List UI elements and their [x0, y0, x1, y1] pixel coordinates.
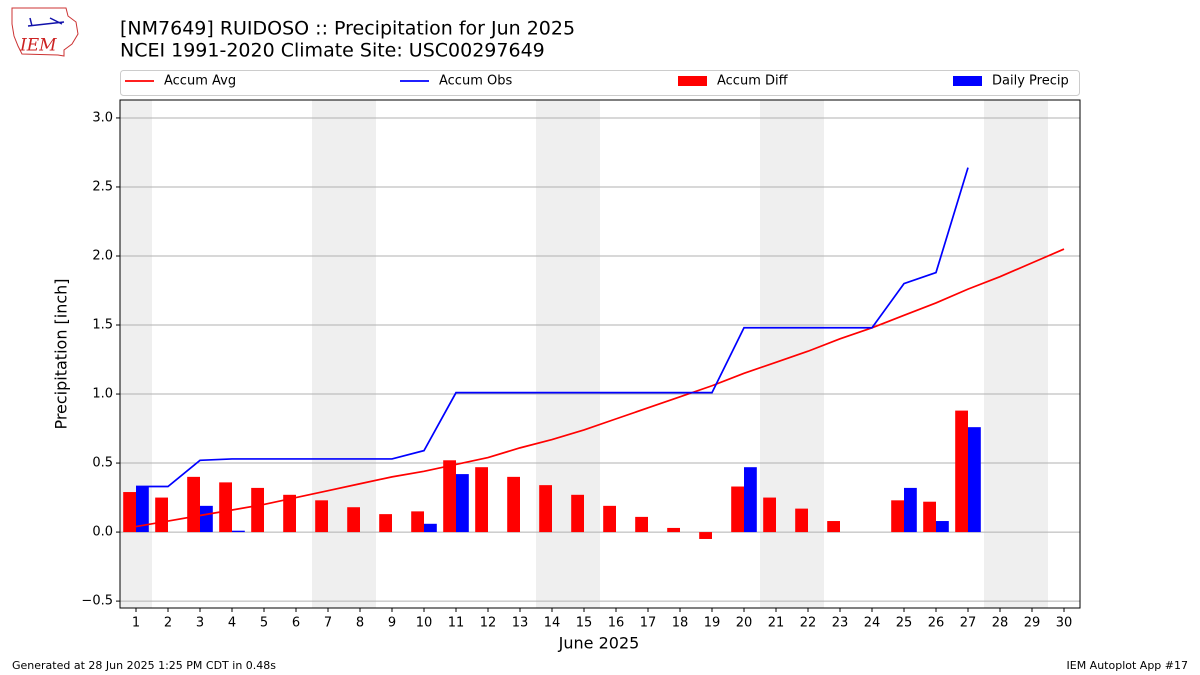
x-tick-label: 27: [960, 616, 977, 631]
y-tick-label: 0.5: [92, 456, 113, 471]
x-tick-label: 30: [1056, 616, 1073, 631]
bar: [424, 523, 437, 533]
x-tick-label: 12: [480, 616, 497, 631]
x-tick-label: 29: [1024, 616, 1041, 631]
x-tick-label: 6: [292, 616, 300, 631]
y-tick-label: 0.0: [92, 525, 113, 540]
bar: [315, 500, 328, 533]
bar: [731, 486, 744, 533]
x-tick-label: 23: [832, 616, 849, 631]
legend-label: Accum Diff: [717, 74, 789, 89]
bar: [699, 532, 712, 539]
x-tick-label: 16: [608, 616, 625, 631]
bar: [123, 492, 136, 533]
bar: [955, 410, 968, 533]
x-tick-label: 15: [576, 616, 593, 631]
x-tick-label: 26: [928, 616, 945, 631]
x-tick-label: 24: [864, 616, 881, 631]
y-tick-label: −0.5: [81, 594, 113, 609]
bar: [251, 487, 264, 533]
bar: [744, 467, 757, 533]
bar: [571, 494, 584, 533]
x-tick-label: 17: [640, 616, 657, 631]
bar: [136, 486, 149, 533]
bar: [379, 514, 392, 533]
x-tick-label: 1: [132, 616, 140, 631]
x-tick-label: 18: [672, 616, 689, 631]
line: [136, 167, 969, 488]
logo-text: IEM: [19, 36, 57, 56]
legend-label: Accum Obs: [439, 74, 512, 89]
bar: [936, 521, 949, 533]
bar: [456, 474, 469, 533]
x-tick-label: 8: [356, 616, 364, 631]
bar: [200, 505, 213, 533]
bar: [539, 485, 552, 533]
y-tick-label: 2.5: [92, 179, 113, 194]
x-tick-label: 25: [896, 616, 913, 631]
y-tick-label: 1.0: [92, 387, 113, 402]
y-axis-label: Precipitation [inch]: [52, 278, 71, 429]
y-tick-label: 1.5: [92, 318, 113, 333]
bar: [443, 460, 456, 533]
chart-subtitle: NCEI 1991-2020 Climate Site: USC00297649: [120, 40, 545, 62]
plot-frame: [119, 99, 1081, 609]
x-tick-label: 11: [448, 616, 465, 631]
bar: [827, 521, 840, 533]
y-tick-label: 2.0: [92, 248, 113, 263]
x-tick-label: 14: [544, 616, 561, 631]
bar: [187, 476, 200, 533]
x-tick-label: 20: [736, 616, 753, 631]
legend-swatch: [678, 76, 707, 86]
x-tick-label: 21: [768, 616, 785, 631]
x-tick-label: 3: [196, 616, 204, 631]
legend: [120, 70, 1080, 96]
bar: [219, 482, 232, 533]
logo: IEM: [11, 7, 79, 57]
bar: [923, 501, 936, 533]
bar: [603, 505, 616, 533]
bar: [232, 530, 245, 533]
x-tick-label: 7: [324, 616, 332, 631]
footer-left: Generated at 28 Jun 2025 1:25 PM CDT in …: [12, 659, 276, 672]
footer-right: IEM Autoplot App #17: [1067, 659, 1189, 672]
bar: [795, 508, 808, 533]
bar: [283, 494, 296, 533]
x-tick-label: 28: [992, 616, 1009, 631]
bar: [347, 507, 360, 533]
x-tick-label: 19: [704, 616, 721, 631]
logo-outline: [11, 7, 79, 57]
shaded-band: [984, 100, 1048, 608]
legend-label: Daily Precip: [992, 74, 1069, 89]
x-tick-label: 13: [512, 616, 529, 631]
bar: [763, 497, 776, 533]
bar: [475, 467, 488, 533]
x-tick-label: 9: [388, 616, 396, 631]
bar: [667, 527, 680, 533]
bar: [904, 487, 917, 533]
x-axis-label: June 2025: [558, 634, 640, 653]
bar: [507, 476, 520, 533]
y-tick-label: 3.0: [92, 110, 113, 125]
bar: [635, 516, 648, 533]
x-tick-label: 5: [260, 616, 268, 631]
x-tick-label: 10: [416, 616, 433, 631]
bar: [155, 497, 168, 533]
bar: [891, 500, 904, 533]
x-tick-label: 2: [164, 616, 172, 631]
logo-icon: [27, 17, 65, 27]
chart-title: [NM7649] RUIDOSO :: Precipitation for Ju…: [120, 18, 575, 40]
bar: [411, 511, 424, 533]
x-tick-label: 4: [228, 616, 236, 631]
line: [135, 248, 1065, 528]
bar: [968, 427, 981, 533]
legend-swatch: [953, 76, 982, 86]
x-tick-label: 22: [800, 616, 817, 631]
legend-label: Accum Avg: [164, 74, 236, 89]
